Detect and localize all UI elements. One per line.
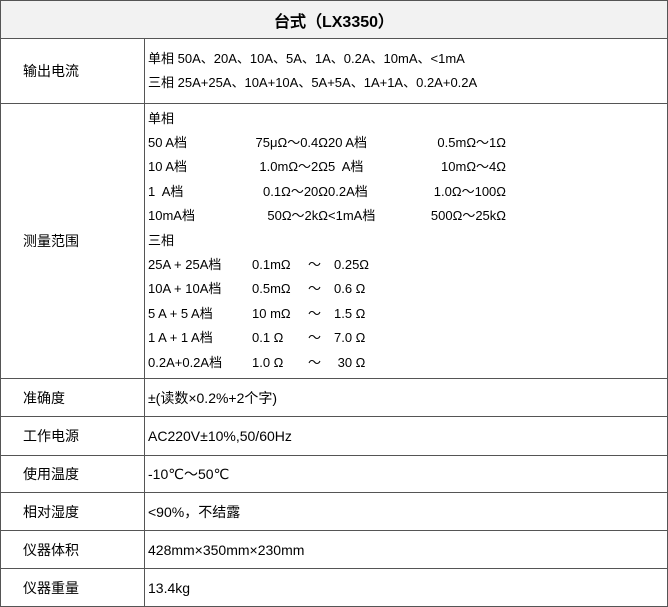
table-row: 准确度 ±(读数×0.2%+2个字) [0, 378, 668, 417]
range-cell: 10mA档 [148, 208, 195, 224]
range-cell: ～ [308, 330, 322, 346]
range-cell: 0.1Ω～20Ω [263, 183, 328, 199]
single-phase-ranges: 50 A档 75μΩ～0.4Ω 20 A档 0.5mΩ～1Ω 10 A档 1.0mΩ～2Ω… [148, 131, 665, 229]
power-value: AC220V±10%,50/60Hz [143, 416, 668, 456]
range-cell: 0.2A+0.2A档 [148, 354, 223, 370]
range-cell: 0.2A档 [328, 183, 368, 199]
range-cell: 1 A + 1 A档 [148, 330, 213, 346]
row-label: 测量范围 [0, 103, 145, 379]
row-label: 准确度 [0, 378, 145, 417]
table-row: 仪器体积 428mm×350mm×230mm [0, 530, 668, 569]
three-phase-ranges: 25A + 25A档 0.1mΩ ～ 0.25Ω 10A + 10A档 0.5mΩ ～ 0.6… [148, 253, 665, 376]
table-row: 使用温度 -10℃～50℃ [0, 455, 668, 493]
humidity-value: <90%，不结露 [143, 492, 668, 531]
row-label: 工作电源 [0, 416, 145, 456]
range-cell: 0.25Ω [334, 256, 370, 272]
row-label: 相对湿度 [0, 492, 145, 531]
range-cell: 50 A档 [148, 134, 188, 150]
range-cell: 500Ω～25kΩ [430, 208, 506, 224]
row-label: 输出电流 [0, 38, 145, 104]
table-title: 台式（LX3350） [0, 0, 668, 39]
row-label: 仪器体积 [0, 530, 145, 569]
range-cell: 25A + 25A档 [148, 256, 222, 272]
range-cell: ～ [308, 354, 322, 370]
range-cell: 30 Ω [334, 354, 366, 370]
range-cell: 1.5 Ω [334, 305, 366, 321]
table-row: 工作电源 AC220V±10%,50/60Hz [0, 416, 668, 456]
range-cell: 10 mΩ [252, 305, 291, 321]
range-cell: 0.5mΩ～1Ω [437, 134, 506, 150]
accuracy-value: ±(读数×0.2%+2个字) [143, 378, 668, 417]
table-row: 仪器重量 13.4kg [0, 568, 668, 607]
range-cell: 10A + 10A档 [148, 281, 222, 297]
range-cell: 5 A档 [328, 159, 364, 175]
range-cell: 1.0Ω～100Ω [433, 183, 506, 199]
single-phase-currents: 单相 50A、20A、10A、5A、1A、0.2A、10mA、<1mA [148, 51, 465, 66]
table-row: 输出电流 单相 50A、20A、10A、5A、1A、0.2A、10mA、<1mA… [0, 38, 668, 104]
range-cell: ～ [308, 305, 322, 321]
range-cell: 0.1mΩ [252, 256, 291, 272]
range-cell: 1.0mΩ～2Ω [259, 159, 328, 175]
range-cell: 75μΩ～0.4Ω [255, 134, 328, 150]
weight-value: 13.4kg [143, 568, 668, 607]
row-label: 使用温度 [0, 455, 145, 493]
volume-value: 428mm×350mm×230mm [143, 530, 668, 569]
range-cell: 10mΩ～4Ω [441, 159, 506, 175]
three-phase-currents: 三相 25A+25A、10A+10A、5A+5A、1A+1A、0.2A+0.2A [148, 75, 478, 90]
range-cell: ～ [308, 281, 322, 297]
range-cell: 0.1 Ω [252, 330, 284, 346]
range-cell: 50Ω～2kΩ [267, 208, 328, 224]
range-cell: 7.0 Ω [334, 330, 366, 346]
row-label: 仪器重量 [0, 568, 145, 607]
temperature-value: -10℃～50℃ [143, 455, 668, 493]
range-cell: 10 A档 [148, 159, 188, 175]
range-cell: 0.6 Ω [334, 281, 366, 297]
three-phase-title: 三相 [148, 232, 175, 248]
range-cell: 20 A档 [328, 134, 368, 150]
table-row: 相对湿度 <90%，不结露 [0, 492, 668, 531]
range-cell: ～ [308, 256, 322, 272]
range-cell: 0.5mΩ [252, 281, 291, 297]
range-cell: <1mA档 [328, 208, 376, 224]
range-cell: 5 A + 5 A档 [148, 305, 213, 321]
range-cell: 1.0 Ω [252, 354, 284, 370]
table-row: 测量范围 单相 50 A档 75μΩ～0.4Ω 20 A档 0.5mΩ～1Ω 10 A档… [0, 103, 668, 379]
range-cell: 1 A档 [148, 183, 184, 199]
single-phase-title: 单相 [148, 110, 175, 126]
